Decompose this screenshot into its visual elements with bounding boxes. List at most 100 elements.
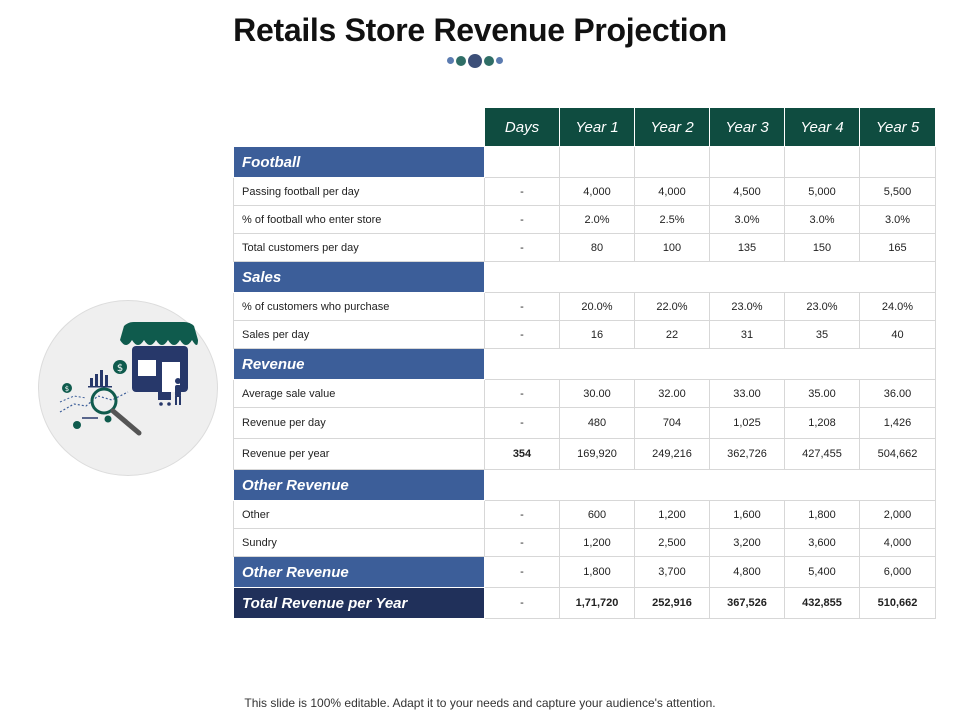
section-label-football: Football — [233, 146, 485, 178]
header-year-1: Year 1 — [559, 107, 635, 147]
table-cell: 31 — [709, 320, 785, 349]
table-cell — [709, 146, 785, 178]
table-cell: 16 — [559, 320, 635, 349]
table-cell: 2,500 — [634, 528, 710, 557]
table-cell: 704 — [634, 407, 710, 439]
table-cell: 23.0% — [709, 292, 785, 321]
table-cell: 22 — [634, 320, 710, 349]
table-cell: 510,662 — [859, 587, 936, 619]
table-cell: 2.5% — [634, 205, 710, 234]
row-label: % of customers who purchase — [233, 292, 485, 321]
table-cell: 249,216 — [634, 438, 710, 470]
table-cell — [484, 469, 936, 501]
table-cell: 3,200 — [709, 528, 785, 557]
header-blank-cell — [233, 107, 485, 147]
shopping-cart-person-icon — [158, 378, 181, 406]
retail-illustration: $ $ — [59, 322, 198, 436]
store-awning-icon — [120, 322, 198, 392]
table-cell: 4,800 — [709, 556, 785, 588]
total-revenue-row: Total Revenue per Year - 1,71,720 252,91… — [233, 587, 936, 619]
table-cell: 30.00 — [559, 379, 635, 408]
table-header-row: Days Year 1 Year 2 Year 3 Year 4 Year 5 — [233, 107, 936, 147]
table-cell: 100 — [634, 233, 710, 262]
table-cell: 3.0% — [709, 205, 785, 234]
table-cell: 480 — [559, 407, 635, 439]
section-label-revenue: Revenue — [233, 348, 485, 380]
table-cell: - — [484, 233, 560, 262]
table-row: Revenue per day - 480 704 1,025 1,208 1,… — [233, 407, 936, 439]
header-year-3: Year 3 — [709, 107, 785, 147]
table-cell: 354 — [484, 438, 560, 470]
table-cell — [859, 146, 936, 178]
table-cell: 6,000 — [859, 556, 936, 588]
table-cell: 20.0% — [559, 292, 635, 321]
table-cell: 427,455 — [784, 438, 860, 470]
header-year-2: Year 2 — [634, 107, 710, 147]
footer-note: This slide is 100% editable. Adapt it to… — [244, 696, 716, 710]
table-cell: 22.0% — [634, 292, 710, 321]
table-cell: - — [484, 205, 560, 234]
table-cell — [484, 348, 936, 380]
section-label-sales: Sales — [233, 261, 485, 293]
table-cell: 1,200 — [634, 500, 710, 529]
page-title: Retails Store Revenue Projection — [233, 12, 727, 48]
table-cell: 4,500 — [709, 177, 785, 206]
table-cell: 4,000 — [634, 177, 710, 206]
section-label-other-revenue-total: Other Revenue — [233, 556, 485, 588]
table-cell: 4,000 — [559, 177, 635, 206]
table-row: Total customers per day - 80 100 135 150… — [233, 233, 936, 262]
table-cell: 5,400 — [784, 556, 860, 588]
table-cell: - — [484, 500, 560, 529]
row-label: % of football who enter store — [233, 205, 485, 234]
magnifier-icon — [90, 387, 142, 436]
table-cell: 23.0% — [784, 292, 860, 321]
section-label-other-revenue: Other Revenue — [233, 469, 485, 501]
table-cell: 3.0% — [859, 205, 936, 234]
table-cell: 32.00 — [634, 379, 710, 408]
table-cell: 150 — [784, 233, 860, 262]
table-cell — [784, 146, 860, 178]
section-label-total: Total Revenue per Year — [233, 587, 485, 619]
table-cell: 24.0% — [859, 292, 936, 321]
section-row-other-revenue-total: Other Revenue - 1,800 3,700 4,800 5,400 … — [233, 556, 936, 588]
row-label: Average sale value — [233, 379, 485, 408]
svg-text:$: $ — [65, 385, 69, 393]
table-cell: 135 — [709, 233, 785, 262]
table-cell — [484, 146, 560, 178]
table-cell: - — [484, 587, 560, 619]
table-row: Revenue per year 354 169,920 249,216 362… — [233, 438, 936, 470]
row-label: Revenue per year — [233, 438, 485, 470]
header-days: Days — [484, 107, 560, 147]
table-cell — [559, 146, 635, 178]
table-cell: 3,700 — [634, 556, 710, 588]
table-cell: 252,916 — [634, 587, 710, 619]
section-row-other-revenue: Other Revenue — [233, 469, 936, 501]
table-row: Other - 600 1,200 1,600 1,800 2,000 — [233, 500, 936, 529]
table-cell: 1,025 — [709, 407, 785, 439]
row-label: Other — [233, 500, 485, 529]
row-label: Sales per day — [233, 320, 485, 349]
table-row: Average sale value - 30.00 32.00 33.00 3… — [233, 379, 936, 408]
svg-text:$: $ — [117, 363, 123, 374]
row-label: Revenue per day — [233, 407, 485, 439]
table-row: Sales per day - 16 22 31 35 40 — [233, 320, 936, 349]
table-cell: 600 — [559, 500, 635, 529]
table-cell: 1,208 — [784, 407, 860, 439]
table-cell: 169,920 — [559, 438, 635, 470]
table-cell — [634, 146, 710, 178]
table-cell: - — [484, 379, 560, 408]
table-cell: 2,000 — [859, 500, 936, 529]
table-cell: 36.00 — [859, 379, 936, 408]
table-cell: 367,526 — [709, 587, 785, 619]
table-cell: 33.00 — [709, 379, 785, 408]
table-row: Sundry - 1,200 2,500 3,200 3,600 4,000 — [233, 528, 936, 557]
table-cell: 1,426 — [859, 407, 936, 439]
revenue-table: Days Year 1 Year 2 Year 3 Year 4 Year 5 … — [233, 107, 936, 619]
header-year-4: Year 4 — [784, 107, 860, 147]
table-cell: 1,800 — [559, 556, 635, 588]
header-year-5: Year 5 — [859, 107, 936, 147]
table-cell: 5,500 — [859, 177, 936, 206]
table-row: Passing football per day - 4,000 4,000 4… — [233, 177, 936, 206]
bar-chart-icon — [88, 370, 112, 388]
row-label: Passing football per day — [233, 177, 485, 206]
